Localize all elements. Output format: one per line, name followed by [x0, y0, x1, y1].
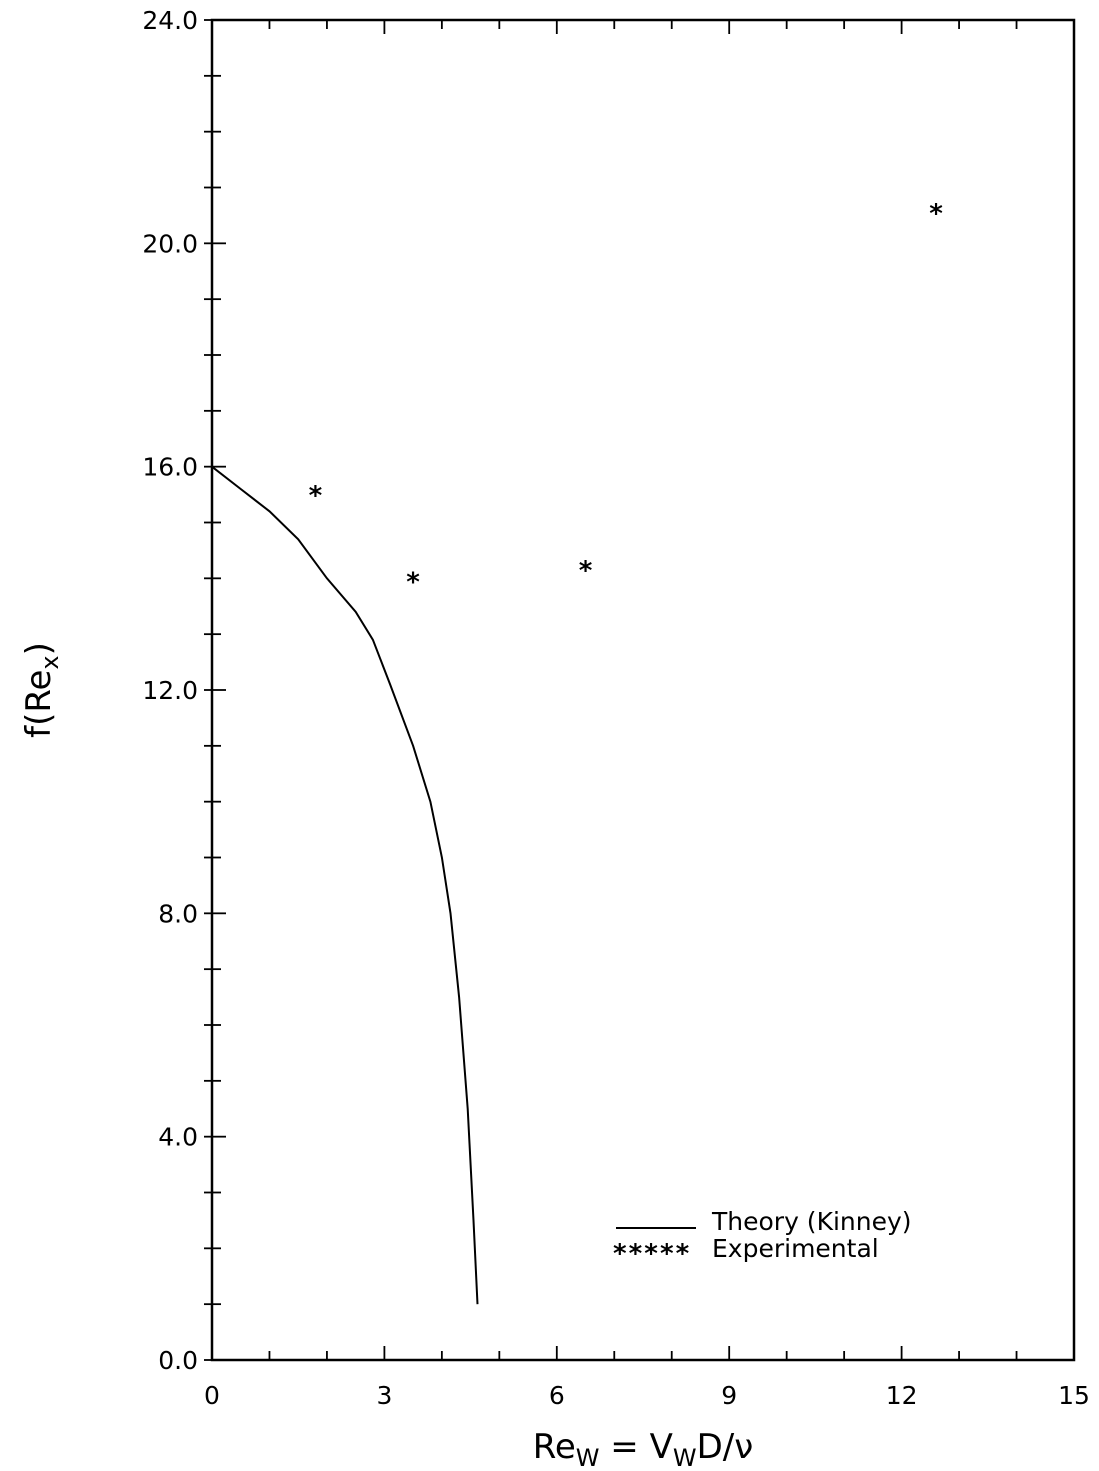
legend-star-swatch: *****: [612, 1239, 690, 1269]
experimental-point: *: [928, 199, 944, 229]
plot-frame: [210, 18, 1076, 1362]
x-tick-labels: 0 3 6 9 12 15: [204, 1381, 1090, 1410]
x-tick-label: 0: [204, 1381, 220, 1410]
experimental-point: *: [578, 556, 594, 586]
y-axis-label: f(Rex): [19, 642, 64, 738]
experimental-point: *: [308, 481, 324, 511]
legend-label-theory: Theory (Kinney): [711, 1207, 912, 1236]
minor-ticks: [204, 19, 1075, 1361]
y-tick-label: 12.0: [142, 676, 198, 705]
legend: Theory (Kinney) ***** Experimental: [612, 1207, 912, 1269]
x-axis-label: ReW = VWD/ν: [533, 1427, 754, 1471]
theory-kinney-line: [211, 465, 479, 1305]
experimental-point: *: [405, 567, 421, 597]
x-tick-label: 3: [376, 1381, 392, 1410]
y-tick-label: 16.0: [142, 453, 198, 482]
series-layer: * * * *: [211, 199, 944, 1305]
y-tick-labels: 0.0 4.0 8.0 12.0 16.0 20.0 24.0: [142, 6, 198, 1375]
y-tick-label: 0.0: [158, 1346, 198, 1375]
legend-label-experimental: Experimental: [712, 1234, 879, 1263]
x-tick-label: 6: [549, 1381, 565, 1410]
x-tick-label: 9: [721, 1381, 737, 1410]
y-tick-label: 8.0: [158, 899, 198, 928]
x-tick-label: 12: [886, 1381, 918, 1410]
y-tick-label: 20.0: [142, 229, 198, 258]
x-tick-label: 15: [1058, 1381, 1090, 1410]
y-tick-label: 24.0: [142, 6, 198, 35]
y-tick-label: 4.0: [158, 1123, 198, 1152]
